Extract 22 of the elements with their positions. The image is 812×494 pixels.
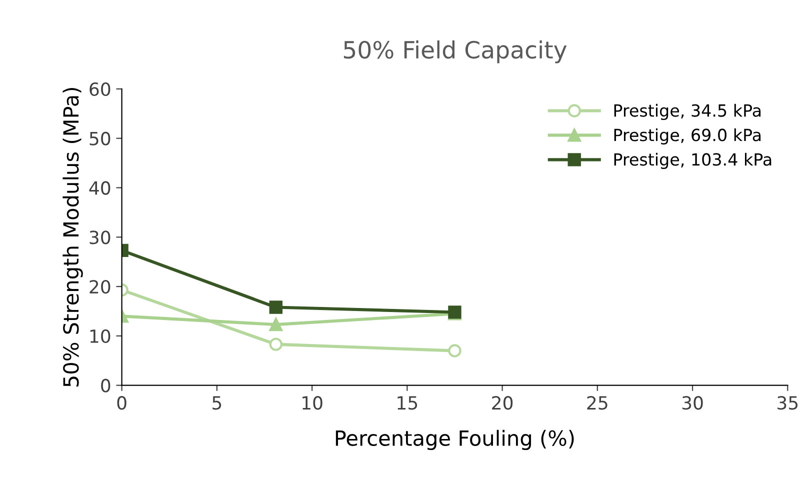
x-tick-label: 5: [212, 396, 222, 410]
x-axis-title: Percentage Fouling (%): [336, 430, 574, 450]
x-tick-label: 25: [587, 396, 608, 410]
x-tick-label: 35: [778, 396, 798, 410]
legend-label: Prestige, 34.5 kPa: [614, 104, 761, 120]
y-tick-label: 60: [90, 82, 110, 96]
y-tick-label: 30: [90, 230, 110, 244]
y-tick-label: 40: [89, 181, 110, 195]
y-tick-label: 20: [90, 280, 110, 294]
y-axis-title: 50% Strength Modulus (MPa): [62, 88, 83, 386]
x-tick-label: 30: [682, 396, 703, 410]
x-tick-label: 10: [302, 396, 322, 410]
y-tick-label: 50: [90, 132, 110, 146]
y-tick-label: 10: [90, 329, 110, 344]
point: [448, 344, 462, 358]
x-tick-label: 20: [492, 396, 513, 410]
y-tick-label: 0: [101, 378, 110, 392]
legend-label: Prestige, 103.4 kPa: [614, 152, 772, 169]
chart-title: 50% Field Capacity: [344, 40, 567, 64]
x-tick-label: 15: [398, 396, 418, 410]
x-tick-label: 0: [117, 396, 126, 410]
legend-label: Prestige, 69.0 kPa: [614, 128, 761, 145]
